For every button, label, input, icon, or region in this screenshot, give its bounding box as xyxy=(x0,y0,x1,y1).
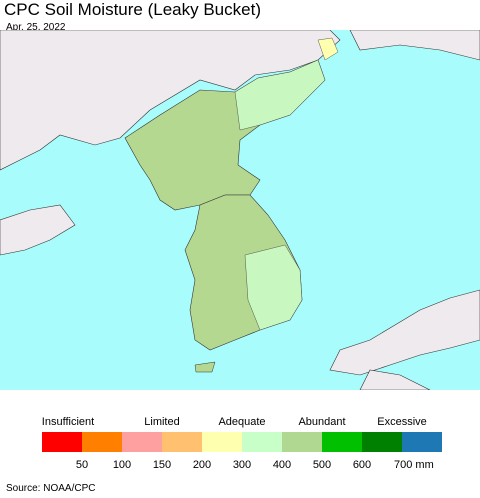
jeju xyxy=(194,361,216,373)
map xyxy=(0,30,480,390)
source: Source: NOAA/CPC xyxy=(6,483,96,494)
legend-swatch xyxy=(42,432,82,452)
legend-swatch xyxy=(242,432,282,452)
legend-swatch xyxy=(322,432,362,452)
legend-category: Adequate xyxy=(218,416,265,428)
legend-swatch xyxy=(162,432,202,452)
legend-tick: 100 xyxy=(113,459,131,471)
legend-category: Abundant xyxy=(298,416,345,428)
land-kyushu xyxy=(359,369,431,390)
legend-tick: 50 xyxy=(76,459,88,471)
land-shandong xyxy=(0,204,76,256)
legend-swatch xyxy=(362,432,402,452)
land-japan xyxy=(329,289,480,376)
legend-tick: 150 xyxy=(153,459,171,471)
legend-category: Insufficient xyxy=(42,416,94,428)
region-southeast xyxy=(244,244,303,331)
title: CPC Soil Moisture (Leaky Bucket) xyxy=(4,0,261,19)
legend-category: Limited xyxy=(144,416,179,428)
region-northeast xyxy=(234,59,326,131)
legend-swatch xyxy=(202,432,242,452)
legend-tick: 300 xyxy=(233,459,251,471)
legend: Insufficient Limited Adequate Abundant Exces… xyxy=(42,416,442,471)
legend-tick: 200 xyxy=(193,459,211,471)
legend-tick: 600 xyxy=(353,459,371,471)
legend-tick: 700 mm xyxy=(394,459,434,471)
legend-swatch xyxy=(402,432,442,452)
date: Apr. 25, 2022 xyxy=(6,22,66,33)
legend-swatch xyxy=(82,432,122,452)
legend-swatch xyxy=(282,432,322,452)
region-yellow xyxy=(317,37,339,61)
legend-category: Excessive xyxy=(377,416,427,428)
legend-tick: 400 xyxy=(273,459,291,471)
legend-tick: 500 xyxy=(313,459,331,471)
legend-swatch xyxy=(122,432,162,452)
land-russia xyxy=(349,30,480,61)
